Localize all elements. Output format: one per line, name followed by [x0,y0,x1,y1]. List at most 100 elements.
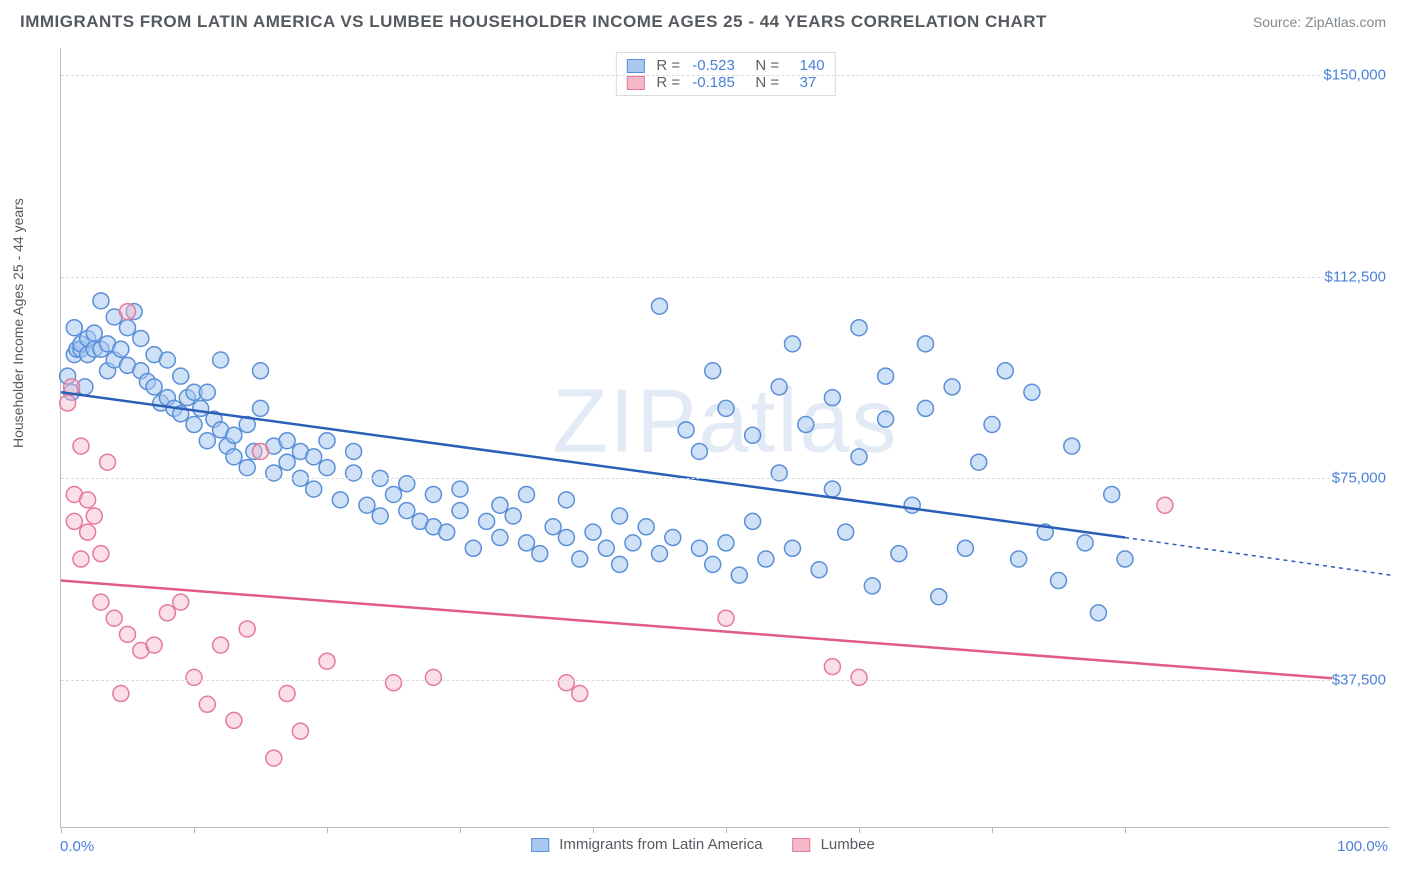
data-point[interactable] [359,497,375,513]
data-point[interactable] [745,513,761,529]
legend-item[interactable]: Immigrants from Latin America [531,836,762,853]
data-point[interactable] [93,546,109,562]
data-point[interactable] [798,417,814,433]
data-point[interactable] [492,497,508,513]
data-point[interactable] [705,363,721,379]
data-point[interactable] [718,610,734,626]
data-point[interactable] [73,438,89,454]
data-point[interactable] [824,659,840,675]
data-point[interactable] [86,325,102,341]
data-point[interactable] [93,594,109,610]
data-point[interactable] [120,626,136,642]
data-point[interactable] [492,530,508,546]
data-point[interactable] [226,712,242,728]
data-point[interactable] [213,637,229,653]
source-link[interactable]: ZipAtlas.com [1305,14,1386,30]
data-point[interactable] [306,481,322,497]
data-point[interactable] [505,508,521,524]
data-point[interactable] [100,454,116,470]
data-point[interactable] [519,486,535,502]
data-point[interactable] [851,669,867,685]
data-point[interactable] [159,352,175,368]
data-point[interactable] [612,556,628,572]
data-point[interactable] [598,540,614,556]
data-point[interactable] [532,546,548,562]
data-point[interactable] [319,460,335,476]
data-point[interactable] [878,368,894,384]
data-point[interactable] [891,546,907,562]
data-point[interactable] [1117,551,1133,567]
data-point[interactable] [80,492,96,508]
data-point[interactable] [665,530,681,546]
data-point[interactable] [73,551,89,567]
data-point[interactable] [931,589,947,605]
data-point[interactable] [372,508,388,524]
data-point[interactable] [558,530,574,546]
data-point[interactable] [199,433,215,449]
data-point[interactable] [1077,535,1093,551]
data-point[interactable] [146,637,162,653]
data-point[interactable] [80,524,96,540]
data-point[interactable] [864,578,880,594]
data-point[interactable] [239,621,255,637]
data-point[interactable] [193,400,209,416]
data-point[interactable] [186,669,202,685]
data-point[interactable] [811,562,827,578]
data-point[interactable] [306,449,322,465]
data-point[interactable] [186,417,202,433]
data-point[interactable] [545,519,561,535]
data-point[interactable] [120,320,136,336]
data-point[interactable] [86,508,102,524]
data-point[interactable] [226,449,242,465]
data-point[interactable] [292,723,308,739]
data-point[interactable] [279,686,295,702]
data-point[interactable] [113,341,129,357]
data-point[interactable] [253,363,269,379]
data-point[interactable] [319,653,335,669]
legend-item[interactable]: Lumbee [793,836,875,853]
data-point[interactable] [758,551,774,567]
data-point[interactable] [691,443,707,459]
data-point[interactable] [452,481,468,497]
data-point[interactable] [585,524,601,540]
data-point[interactable] [159,605,175,621]
data-point[interactable] [652,298,668,314]
data-point[interactable] [997,363,1013,379]
data-point[interactable] [572,686,588,702]
data-point[interactable] [346,443,362,459]
data-point[interactable] [971,454,987,470]
data-point[interactable] [399,503,415,519]
data-point[interactable] [625,535,641,551]
data-point[interactable] [120,304,136,320]
data-point[interactable] [332,492,348,508]
data-point[interactable] [785,336,801,352]
data-point[interactable] [718,535,734,551]
data-point[interactable] [106,610,122,626]
data-point[interactable] [386,675,402,691]
data-point[interactable] [824,390,840,406]
data-point[interactable] [519,535,535,551]
data-point[interactable] [133,330,149,346]
data-point[interactable] [984,417,1000,433]
data-point[interactable] [452,503,468,519]
data-point[interactable] [213,352,229,368]
data-point[interactable] [838,524,854,540]
data-point[interactable] [957,540,973,556]
data-point[interactable] [558,675,574,691]
data-point[interactable] [878,411,894,427]
data-point[interactable] [173,594,189,610]
data-point[interactable] [439,524,455,540]
data-point[interactable] [199,696,215,712]
data-point[interactable] [638,519,654,535]
data-point[interactable] [944,379,960,395]
data-point[interactable] [173,368,189,384]
data-point[interactable] [1011,551,1027,567]
data-point[interactable] [918,336,934,352]
data-point[interactable] [386,486,402,502]
data-point[interactable] [1064,438,1080,454]
data-point[interactable] [824,481,840,497]
data-point[interactable] [904,497,920,513]
data-point[interactable] [60,395,76,411]
data-point[interactable] [745,427,761,443]
data-point[interactable] [66,320,82,336]
